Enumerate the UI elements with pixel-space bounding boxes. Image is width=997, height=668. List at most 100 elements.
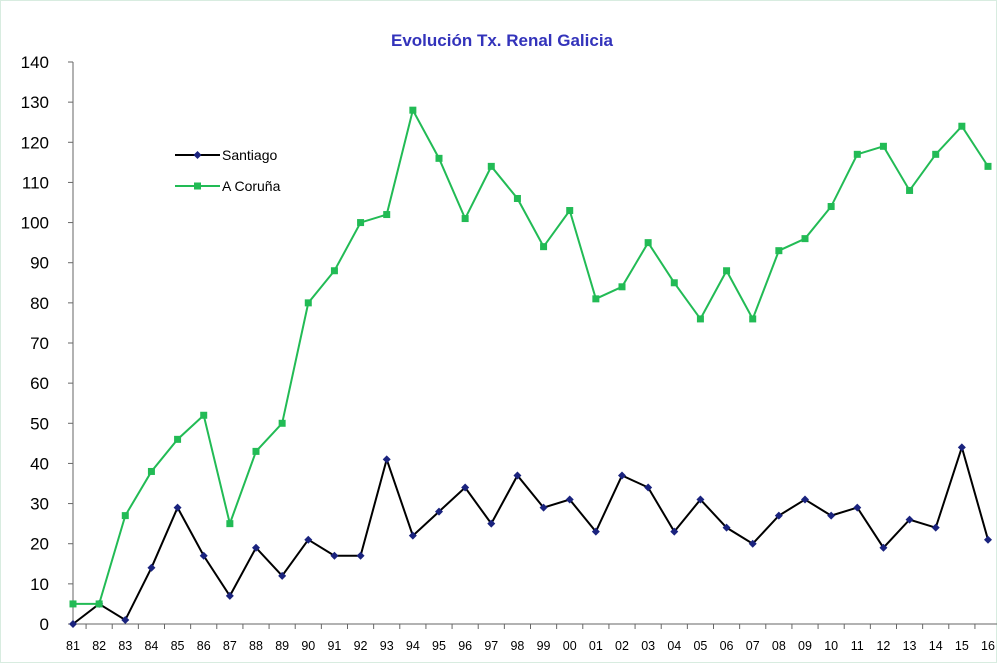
- x-tick-label: 03: [641, 639, 655, 653]
- x-tick-label: 07: [746, 639, 760, 653]
- marker: [906, 186, 914, 194]
- marker: [194, 182, 201, 190]
- x-tick-label: 09: [798, 639, 812, 653]
- marker: [618, 283, 626, 291]
- x-tick-label: 93: [380, 639, 394, 653]
- series-line: [73, 107, 989, 605]
- marker: [278, 419, 286, 427]
- x-tick-label: 06: [720, 639, 734, 653]
- marker: [748, 539, 757, 548]
- x-tick-label: 13: [903, 639, 917, 653]
- x-tick-label: 15: [955, 639, 969, 653]
- marker: [958, 122, 966, 130]
- legend-label: A Coruña: [222, 178, 281, 194]
- marker: [278, 571, 287, 580]
- marker: [199, 551, 208, 560]
- x-tick-label: 83: [118, 639, 132, 653]
- y-tick-label: 10: [30, 575, 49, 594]
- y-tick-label: 50: [30, 414, 49, 433]
- x-tick-label: 00: [563, 639, 577, 653]
- marker: [879, 543, 888, 552]
- marker: [801, 495, 809, 504]
- marker: [435, 154, 443, 162]
- chart-title: Evolución Tx. Renal Galicia: [391, 31, 614, 50]
- y-tick-label: 120: [21, 133, 49, 152]
- marker: [200, 411, 208, 419]
- marker: [173, 503, 182, 512]
- marker: [984, 162, 992, 170]
- marker: [193, 151, 202, 159]
- marker: [357, 219, 365, 227]
- x-tick-label: 14: [929, 639, 943, 653]
- x-tick-label: 86: [197, 639, 211, 653]
- x-tick-label: 10: [824, 639, 838, 653]
- marker: [330, 267, 338, 275]
- marker: [723, 267, 731, 275]
- marker: [565, 495, 574, 504]
- marker: [304, 535, 313, 544]
- marker: [252, 543, 260, 552]
- y-tick-label: 30: [30, 495, 49, 514]
- series-line: [72, 443, 989, 625]
- marker: [853, 503, 862, 512]
- y-tick-label: 40: [30, 454, 49, 473]
- marker: [932, 150, 940, 158]
- marker: [774, 511, 783, 520]
- x-tick-label: 95: [432, 639, 446, 653]
- marker: [95, 600, 103, 608]
- marker: [174, 435, 182, 443]
- y-tick-label: 0: [40, 615, 49, 634]
- marker: [435, 507, 443, 516]
- marker: [879, 142, 887, 150]
- marker: [461, 215, 469, 223]
- x-tick-label: 01: [589, 639, 603, 653]
- y-tick-label: 70: [30, 334, 49, 353]
- x-tick-label: 96: [458, 639, 472, 653]
- marker: [382, 455, 391, 464]
- y-tick-label: 60: [30, 374, 49, 393]
- y-tick-label: 20: [30, 535, 49, 554]
- x-tick-label: 12: [876, 639, 890, 653]
- marker: [383, 211, 391, 219]
- marker: [513, 194, 521, 202]
- marker: [984, 535, 992, 544]
- marker: [121, 512, 129, 520]
- marker: [905, 515, 914, 524]
- x-tick-label: 08: [772, 639, 786, 653]
- marker: [644, 483, 653, 492]
- legend-label: Santiago: [222, 147, 277, 163]
- marker: [356, 551, 365, 560]
- marker: [670, 527, 679, 536]
- marker: [147, 467, 155, 475]
- marker: [592, 295, 600, 303]
- x-tick-label: 05: [693, 639, 707, 653]
- marker: [461, 483, 470, 492]
- marker: [147, 563, 156, 572]
- marker: [775, 247, 783, 255]
- marker: [487, 519, 496, 528]
- x-tick-label: 92: [354, 639, 368, 653]
- x-tick-label: 97: [484, 639, 498, 653]
- marker: [513, 471, 522, 480]
- x-tick-label: 87: [223, 639, 237, 653]
- x-tick-label: 02: [615, 639, 629, 653]
- marker: [722, 523, 731, 532]
- marker: [749, 315, 757, 323]
- marker: [540, 243, 548, 251]
- x-tick-label: 81: [66, 639, 80, 653]
- marker: [69, 600, 77, 608]
- x-tick-label: 84: [144, 639, 158, 653]
- y-tick-label: 90: [30, 254, 49, 273]
- x-tick-label: 91: [327, 639, 341, 653]
- y-tick-label: 130: [21, 93, 49, 112]
- marker: [957, 443, 966, 452]
- y-tick-label: 80: [30, 294, 49, 313]
- marker: [252, 447, 260, 455]
- y-tick-label: 110: [22, 173, 49, 192]
- marker: [408, 531, 417, 540]
- marker: [409, 106, 417, 114]
- marker: [696, 315, 704, 323]
- y-tick-label: 140: [21, 53, 49, 72]
- marker: [696, 495, 705, 504]
